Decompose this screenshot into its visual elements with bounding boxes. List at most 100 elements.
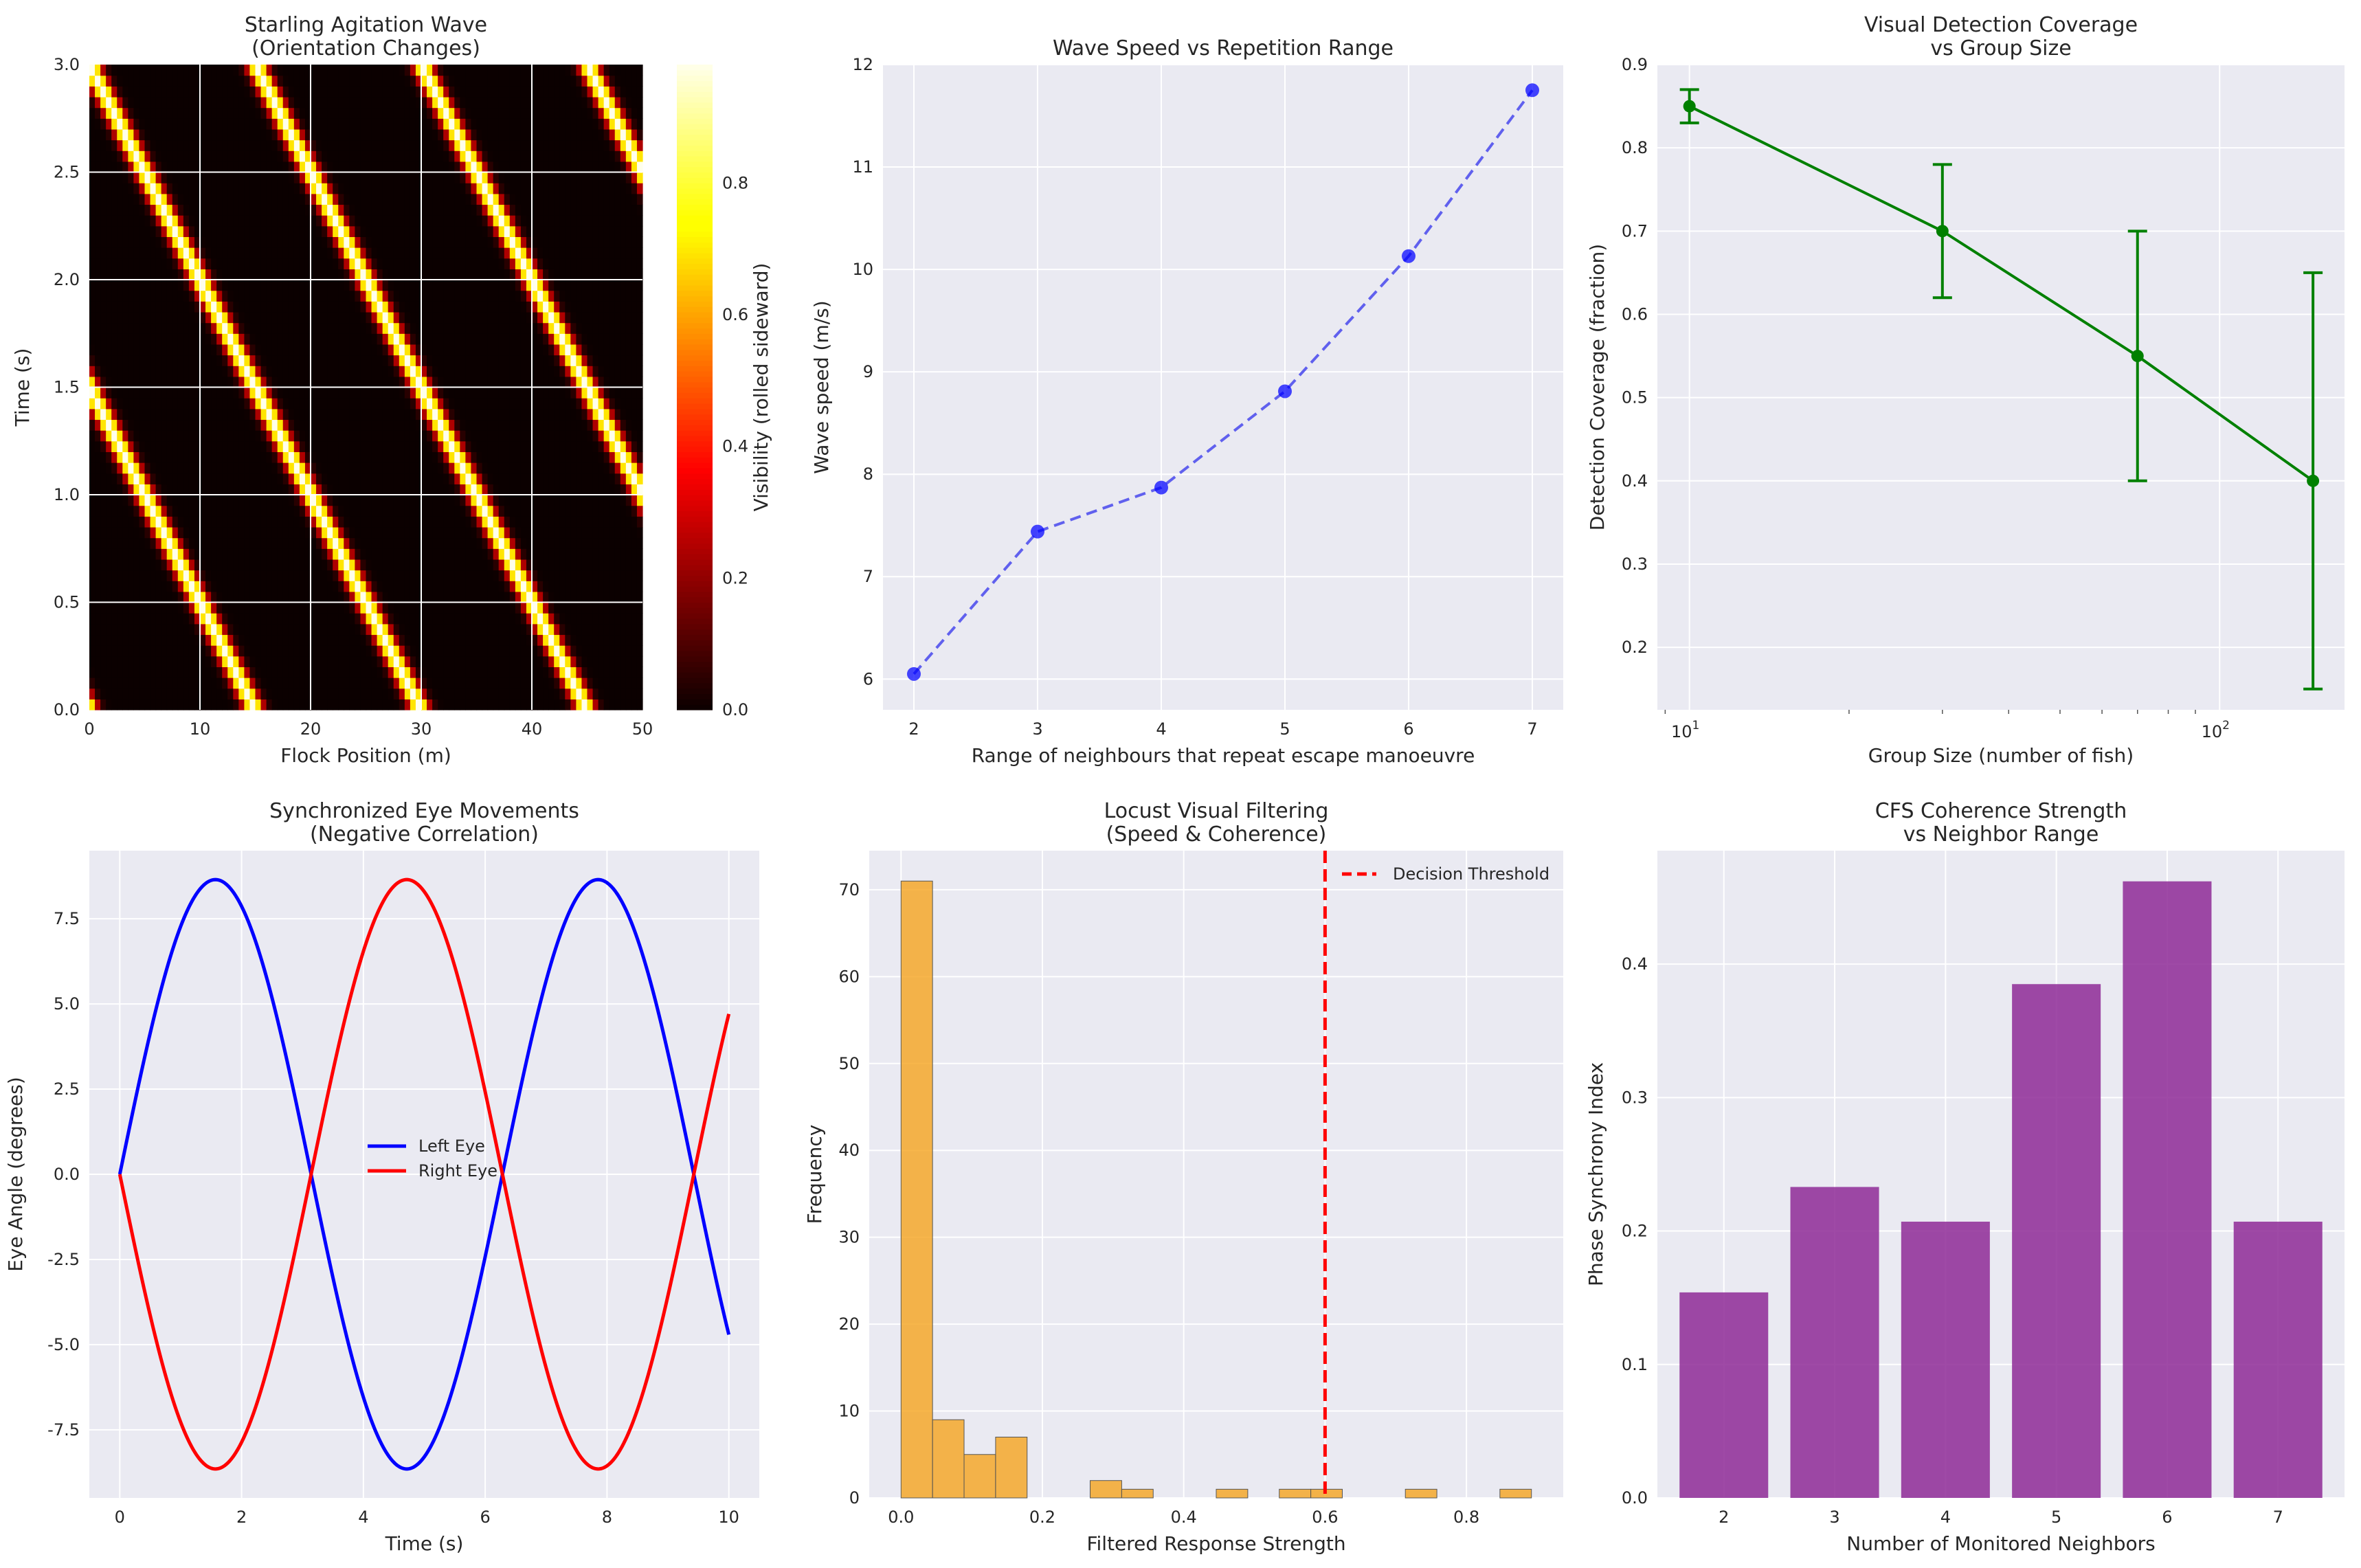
heatmap-cell — [144, 677, 151, 689]
heatmap-cell — [360, 613, 367, 625]
heatmap-cell — [244, 440, 251, 452]
heatmap-cell — [144, 215, 151, 227]
heatmap-cell — [155, 269, 162, 280]
heatmap-cell — [304, 258, 311, 269]
heatmap-cell — [277, 473, 284, 484]
heatmap-cell — [266, 667, 273, 678]
heatmap-cell — [543, 451, 549, 463]
heatmap-cell — [360, 462, 367, 474]
heatmap-cell — [559, 183, 566, 194]
heatmap-cell — [438, 505, 444, 517]
heatmap-cell — [161, 419, 168, 431]
heatmap-cell — [349, 311, 355, 324]
heatmap-cell — [266, 451, 273, 463]
heatmap-cell — [587, 473, 594, 484]
heatmap-cell — [188, 258, 195, 269]
heatmap-cell — [636, 290, 643, 302]
heatmap-cell — [620, 623, 627, 636]
heatmap-cell — [155, 215, 162, 227]
heatmap-cell — [393, 645, 400, 657]
heatmap-cell — [128, 505, 134, 517]
heatmap-cell — [631, 613, 638, 625]
heatmap-cell — [526, 623, 533, 636]
heatmap-cell — [327, 526, 333, 539]
heatmap-cell — [144, 280, 151, 291]
heatmap-cell — [570, 172, 577, 183]
heatmap-cell — [344, 581, 350, 592]
heatmap-cell — [238, 408, 245, 421]
heatmap-cell — [382, 269, 389, 280]
heatmap-cell — [454, 430, 460, 442]
heatmap-cell — [636, 247, 643, 259]
heatmap-cell — [95, 430, 101, 442]
heatmap-cell — [233, 215, 239, 227]
heatmap-cell — [504, 505, 511, 517]
heatmap-cell — [565, 333, 571, 345]
heatmap-cell — [565, 613, 571, 625]
heatmap-cell — [349, 591, 355, 603]
heatmap-cell — [482, 688, 489, 699]
heatmap-cell — [581, 398, 588, 410]
heatmap-cell — [244, 451, 251, 463]
heatmap-cell — [559, 193, 566, 205]
heatmap-cell — [260, 581, 267, 592]
heatmap-cell — [133, 290, 140, 302]
heatmap-cell — [421, 247, 427, 259]
heatmap-cell — [344, 440, 350, 452]
heatmap-cell — [271, 634, 278, 646]
heatmap-cell — [304, 355, 311, 366]
heatmap-cell — [565, 677, 571, 689]
heatmap-cell — [548, 269, 555, 280]
heatmap-cell — [249, 258, 256, 269]
heatmap-cell — [482, 570, 489, 581]
heatmap-cell — [515, 505, 522, 517]
heatmap-cell — [399, 656, 405, 667]
heatmap-cell — [493, 236, 500, 248]
heatmap-cell — [133, 408, 140, 421]
heatmap-cell — [349, 656, 355, 667]
heatmap-cell — [249, 548, 256, 560]
heatmap-cell — [603, 548, 610, 560]
heatmap-cell — [144, 591, 151, 603]
heatmap-cell — [222, 559, 228, 571]
heatmap-cell — [609, 204, 616, 216]
heatmap-cell — [454, 311, 460, 324]
heatmap-cell — [322, 591, 328, 603]
heatmap-cell — [293, 236, 300, 248]
heatmap-cell — [410, 311, 416, 324]
heatmap-cell — [227, 570, 234, 581]
heatmap-cell — [625, 440, 632, 452]
heatmap-cell — [570, 581, 577, 592]
heatmap-cell — [366, 526, 372, 539]
heatmap-cell — [293, 290, 300, 302]
heatmap-cell — [155, 656, 162, 667]
heatmap-cell — [371, 656, 378, 667]
heatmap-cell — [504, 602, 511, 614]
heatmap-cell — [311, 204, 317, 216]
heatmap-cell — [614, 269, 621, 280]
heatmap-cell — [338, 548, 344, 560]
heatmap-cell — [144, 183, 151, 194]
heatmap-cell — [393, 408, 400, 421]
heatmap-cell — [177, 387, 184, 399]
heatmap-cell — [128, 430, 134, 442]
heatmap-cell — [366, 699, 372, 710]
heatmap-cell — [415, 602, 422, 614]
heatmap-cell — [161, 322, 168, 334]
heatmap-cell — [227, 699, 234, 710]
heatmap-cell — [277, 376, 284, 388]
heatmap-cell — [89, 408, 96, 421]
heatmap-cell — [587, 376, 594, 388]
heatmap-cell — [288, 193, 295, 205]
heatmap-cell — [460, 559, 466, 571]
heatmap-cell — [100, 451, 107, 463]
heatmap-cell — [636, 280, 643, 291]
heatmap-cell — [587, 623, 594, 636]
heatmap-cell — [532, 301, 538, 313]
heatmap-cell — [311, 699, 317, 710]
heatmap-cell — [427, 667, 433, 678]
heatmap-cell — [177, 699, 184, 710]
heatmap-cell — [366, 387, 372, 399]
heatmap-cell — [133, 280, 140, 291]
heatmap-cell — [327, 215, 333, 227]
